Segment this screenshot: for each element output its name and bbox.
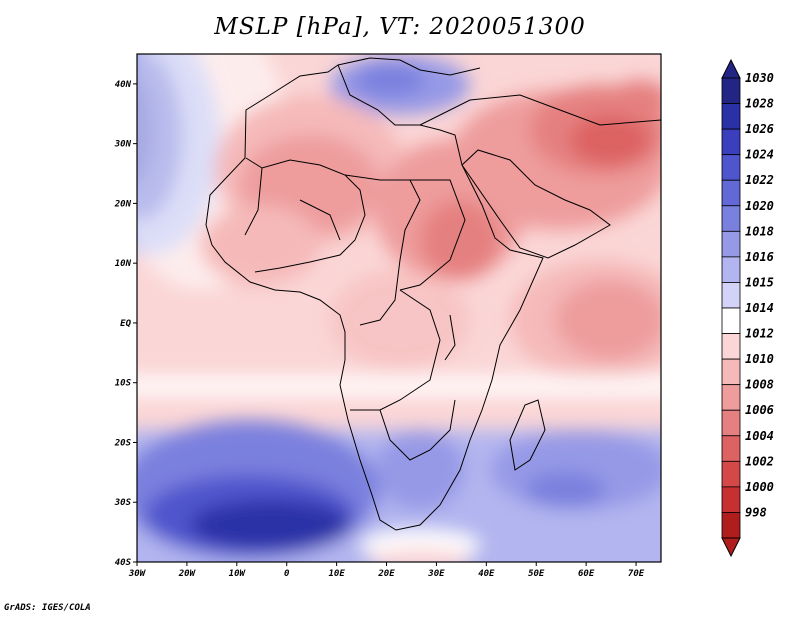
- colorbar-label: 1016: [745, 250, 774, 264]
- lat-label: 40S: [115, 558, 132, 568]
- colorbar-label: 998: [745, 505, 767, 519]
- colorbar-label: 1028: [745, 97, 774, 111]
- lon-label: 10E: [328, 569, 345, 579]
- colorbar-swatch: [721, 154, 741, 181]
- colorbar: 1030 1028 1026 1024 1022 1020 1018 1016 1015 1014…: [721, 58, 774, 558]
- colorbar-swatch: [721, 333, 741, 360]
- lon-label: 20E: [377, 569, 395, 579]
- colorbar-label: 1022: [745, 173, 774, 187]
- coastlines: [205, 57, 661, 531]
- colorbar-label: 1020: [745, 199, 774, 213]
- colorbar-label: 1008: [745, 378, 774, 392]
- colorbar-swatch: [721, 486, 741, 513]
- lat-label: EQ: [120, 319, 131, 329]
- colorbar-swatch: [721, 435, 741, 462]
- lon-label: 60E: [578, 569, 595, 579]
- map-title: MSLP [hPa], VT: 2020051300: [214, 14, 586, 40]
- latitude-axis: 40N 30N 20N 10N EQ 10S 20S 30S 40S: [114, 80, 137, 568]
- colorbar-label: 1012: [745, 327, 774, 341]
- colorbar-label: 1010: [745, 352, 774, 366]
- colorbar-label: 1018: [745, 224, 774, 238]
- colorbar-label: 1024: [745, 148, 774, 162]
- colorbar-label: 1030: [745, 71, 774, 85]
- colorbar-label: 1006: [745, 403, 774, 417]
- colorbar-top-arrow: [721, 58, 741, 79]
- lon-label: 30E: [427, 569, 445, 579]
- colorbar-label: 1026: [745, 122, 774, 136]
- lon-label: 0: [284, 569, 290, 579]
- colorbar-swatch: [721, 384, 741, 411]
- colorbar-label: 1004: [745, 429, 774, 443]
- longitude-axis: 30W 20W 10W 0 10E 20E 30E 40E 50E 60E 70E: [128, 562, 645, 579]
- lat-label: 10S: [115, 379, 132, 389]
- lat-label: 20N: [114, 199, 132, 209]
- colorbar-swatch: [721, 307, 741, 334]
- lon-label: 10W: [229, 569, 247, 579]
- lon-label: 30W: [128, 569, 147, 579]
- lat-label: 10N: [115, 259, 132, 269]
- colorbar-swatch: [721, 179, 741, 207]
- colorbar-swatch: [721, 103, 741, 130]
- pressure-field: [137, 54, 661, 562]
- colorbar-swatch: [721, 205, 741, 232]
- colorbar-label: 1000: [745, 480, 774, 494]
- credit-text: GrADS: IGES/COLA: [4, 603, 91, 613]
- colorbar-swatch: [721, 128, 741, 156]
- map-frame: [136, 53, 662, 563]
- lon-label: 40E: [478, 569, 495, 579]
- colorbar-swatch: [721, 230, 741, 258]
- colorbar-swatch: [721, 77, 741, 104]
- colorbar-swatch: [721, 460, 741, 488]
- lat-label: 30N: [114, 140, 132, 150]
- lon-label: 20W: [178, 569, 197, 579]
- colorbar-label: 1014: [745, 301, 774, 315]
- colorbar-label: 1002: [745, 454, 774, 468]
- colorbar-swatch: [721, 256, 741, 283]
- lat-label: 30S: [114, 498, 132, 508]
- colorbar-swatch: [721, 409, 741, 437]
- colorbar-bottom-arrow: [721, 537, 741, 558]
- colorbar-label: 1015: [745, 275, 774, 289]
- colorbar-swatch: [721, 282, 741, 309]
- lat-label: 20S: [114, 438, 132, 448]
- lon-label: 70E: [628, 569, 645, 579]
- colorbar-swatch: [721, 358, 741, 386]
- lon-label: 50E: [528, 569, 545, 579]
- lat-label: 40N: [115, 80, 132, 90]
- colorbar-swatch: [721, 512, 741, 539]
